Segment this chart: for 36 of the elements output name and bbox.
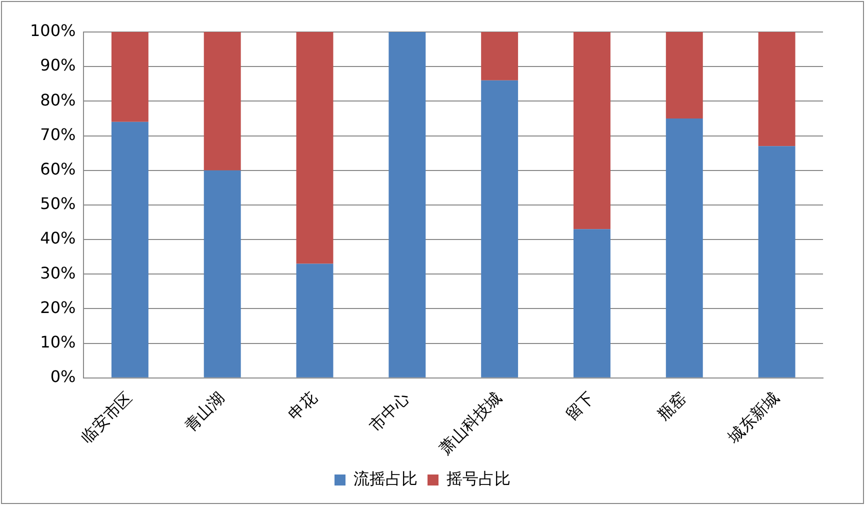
x-tick-label: 留下 bbox=[562, 388, 598, 424]
y-tick-label: 100% bbox=[30, 21, 76, 40]
x-tick-label: 市中心 bbox=[366, 388, 413, 436]
bar bbox=[758, 146, 796, 378]
y-tick-label: 40% bbox=[40, 228, 76, 248]
legend-label: 流摇占比 bbox=[354, 469, 418, 488]
bar bbox=[666, 32, 703, 118]
x-tick-label: 瓶窑 bbox=[654, 388, 690, 424]
legend-label: 摇号占比 bbox=[446, 469, 510, 488]
y-tick-label: 90% bbox=[40, 56, 76, 75]
bar bbox=[204, 32, 241, 170]
y-tick-label: 0% bbox=[50, 367, 76, 386]
x-tick-label: 城东新城 bbox=[723, 388, 783, 448]
y-tick-label: 70% bbox=[40, 124, 76, 144]
y-tick-label: 30% bbox=[40, 263, 76, 282]
bar bbox=[296, 32, 334, 264]
y-tick-label: 60% bbox=[40, 160, 76, 178]
y-tick-label: 80% bbox=[40, 90, 76, 110]
bar bbox=[481, 32, 518, 80]
bar bbox=[758, 32, 796, 146]
bar bbox=[296, 264, 334, 378]
bar bbox=[481, 80, 518, 378]
x-tick-label: 青山湖 bbox=[180, 388, 228, 436]
bar bbox=[574, 32, 610, 230]
x-tick-label: 萧山科技城 bbox=[435, 388, 506, 458]
bar bbox=[111, 122, 148, 378]
x-tick-label: 申花 bbox=[284, 388, 321, 424]
bar bbox=[111, 32, 148, 122]
y-tick-label: 20% bbox=[40, 298, 76, 317]
bar bbox=[388, 32, 426, 378]
bar bbox=[666, 118, 703, 378]
bar bbox=[204, 170, 241, 378]
bar bbox=[574, 229, 610, 378]
x-tick-label: 临安市区 bbox=[77, 388, 136, 447]
y-tick-label: 10% bbox=[40, 332, 76, 352]
y-tick-label: 50% bbox=[40, 194, 76, 214]
